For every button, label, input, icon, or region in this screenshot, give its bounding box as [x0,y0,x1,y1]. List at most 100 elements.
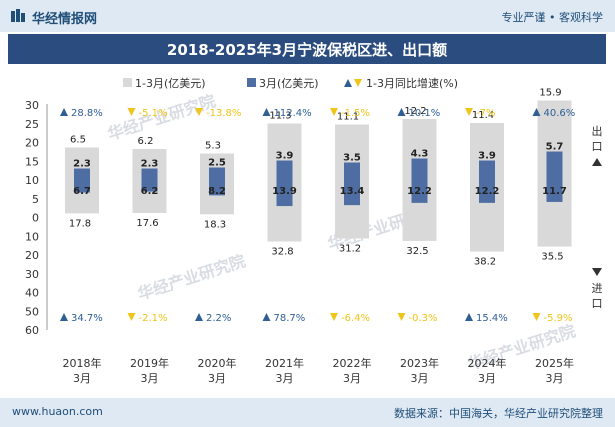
watermark-text: 华经产业研究院 [135,251,247,304]
growth-rate-label: 78.7% [274,313,306,324]
label-export-month: 3.9 [276,151,294,162]
x-tick-label: 3月 [208,372,226,385]
growth-rate-label: 2.2% [206,313,231,324]
x-tick-label: 2022年 [333,356,372,370]
label-import-month: 6.2 [141,186,159,197]
y-tick-label: 30 [25,268,39,281]
x-tick-label: 3月 [276,372,294,385]
tagline: 专业严谨 • 客观科学 [501,11,603,24]
label-import-cumulative: 35.5 [541,252,563,263]
x-tick-label: 3月 [141,372,159,385]
bar-export-month [209,167,225,180]
legend-swatch-cumulative [123,78,132,87]
x-tick-label: 3月 [478,372,496,385]
y-tick-label: 10 [25,230,39,243]
x-tick-label: 2025年 [535,356,574,370]
growth-down-triangle-icon [465,108,473,116]
bar-export-month [411,158,428,180]
legend-label-growth: 1-3月同比增速(%) [366,76,458,90]
x-tick-label: 2023年 [400,356,439,370]
footer-url: www.huaon.com [12,405,103,418]
growth-rate-label: 34.7% [71,313,103,324]
label-export-cumulative: 11.4 [472,110,494,121]
growth-rates: 28.8% 34.7% -5.1% -2.1% -13.8% 2.2% 112.4% 78.7… [60,108,575,324]
label-export-month: 4.3 [411,149,429,160]
growth-down-triangle-icon [195,108,203,116]
bar-import-month [344,180,360,206]
bar-import-month [546,180,563,202]
y-tick-label: 20 [25,249,39,262]
growth-up-triangle-icon [532,108,541,116]
label-import-month: 12.2 [407,186,432,197]
x-tick-label: 3月 [411,372,429,385]
chart-title: 2018-2025年3月宁波保税区进、出口额 [166,41,448,59]
label-import-cumulative: 38.2 [474,257,496,268]
growth-down-triangle-icon [397,313,406,321]
growth-down-triangle-icon [127,108,136,116]
label-import-cumulative: 32.8 [271,247,293,258]
export-arrow-up-icon [592,158,602,166]
growth-rate-label: -5.1% [139,108,168,119]
growth-up-triangle-icon [465,313,473,321]
label-import-cumulative: 17.6 [136,218,158,229]
data-labels: 6.5 2.3 6.7 17.8 6.2 2.3 6.2 17.6 5.3 2.5 8.2 18.3 1… [69,88,567,268]
bar-export-month [74,168,90,180]
label-export-month: 3.9 [478,151,496,162]
label-import-cumulative: 18.3 [204,219,226,230]
bar-export-month [141,168,158,180]
bar-import-month [141,180,158,192]
growth-rate-label: 10.1% [409,108,441,119]
bar-import-month [209,180,225,196]
label-import-cumulative: 31.2 [339,244,361,255]
brand-logo-icon [11,9,25,22]
legend-down-triangle-icon [354,79,362,87]
footer-source: 数据来源：中国海关，华经产业研究院整理 [394,407,603,420]
growth-down-triangle-icon [532,313,541,321]
growth-up-triangle-icon [262,313,271,321]
y-tick-label: 40 [25,287,39,300]
chart-legend: 1-3月(亿美元) 3月(亿美元) 1-3月同比增速(%) [123,76,458,90]
side-label-import: 口 [592,297,603,310]
label-export-month: 2.3 [73,159,91,170]
x-tick-label: 3月 [343,372,361,385]
growth-rate-label: -13.8% [206,108,241,119]
x-tick-label: 3月 [546,372,564,385]
y-tick-label: 60 [25,324,39,337]
top-bar: 华经情报网 专业严谨 • 客观科学 [0,0,615,32]
growth-rate-label: -2.1% [139,313,168,324]
y-tick-label: 5 [32,193,39,206]
growth-rate-label: -7% [476,108,495,119]
label-export-cumulative: 15.9 [539,88,561,99]
legend-up-triangle-icon [344,79,352,87]
import-arrow-down-icon [592,268,602,276]
y-tick-label: 20 [25,137,39,150]
growth-up-triangle-icon [397,108,406,116]
label-import-cumulative: 32.5 [406,246,428,257]
legend-swatch-month [247,78,256,87]
label-export-cumulative: 6.5 [70,135,86,146]
footer: www.huaon.com 数据来源：中国海关，华经产业研究院整理 [0,398,615,427]
bar-export-month [546,151,563,180]
bar-export-month [344,162,360,180]
label-import-month: 11.7 [542,186,567,197]
growth-rate-label: 15.4% [476,313,508,324]
legend-label-cumulative: 1-3月(亿美元) [135,77,206,90]
growth-rate-label: 40.6% [544,108,576,119]
growth-rate-label: 112.4% [274,108,312,119]
growth-up-triangle-icon [195,313,203,321]
x-tick-label: 2019年 [130,356,169,370]
growth-down-triangle-icon [127,313,136,321]
growth-up-triangle-icon [262,108,271,116]
side-label-export: 出 [592,124,603,138]
label-import-month: 12.2 [475,186,500,197]
x-tick-label: 2021年 [265,356,304,370]
growth-up-triangle-icon [60,313,68,321]
bar-import-month [411,180,428,203]
x-tick-label: 2024年 [468,356,507,370]
brand-name: 华经情报网 [32,12,98,27]
y-tick-label: 30 [25,99,39,112]
bar-import-month [479,180,495,203]
